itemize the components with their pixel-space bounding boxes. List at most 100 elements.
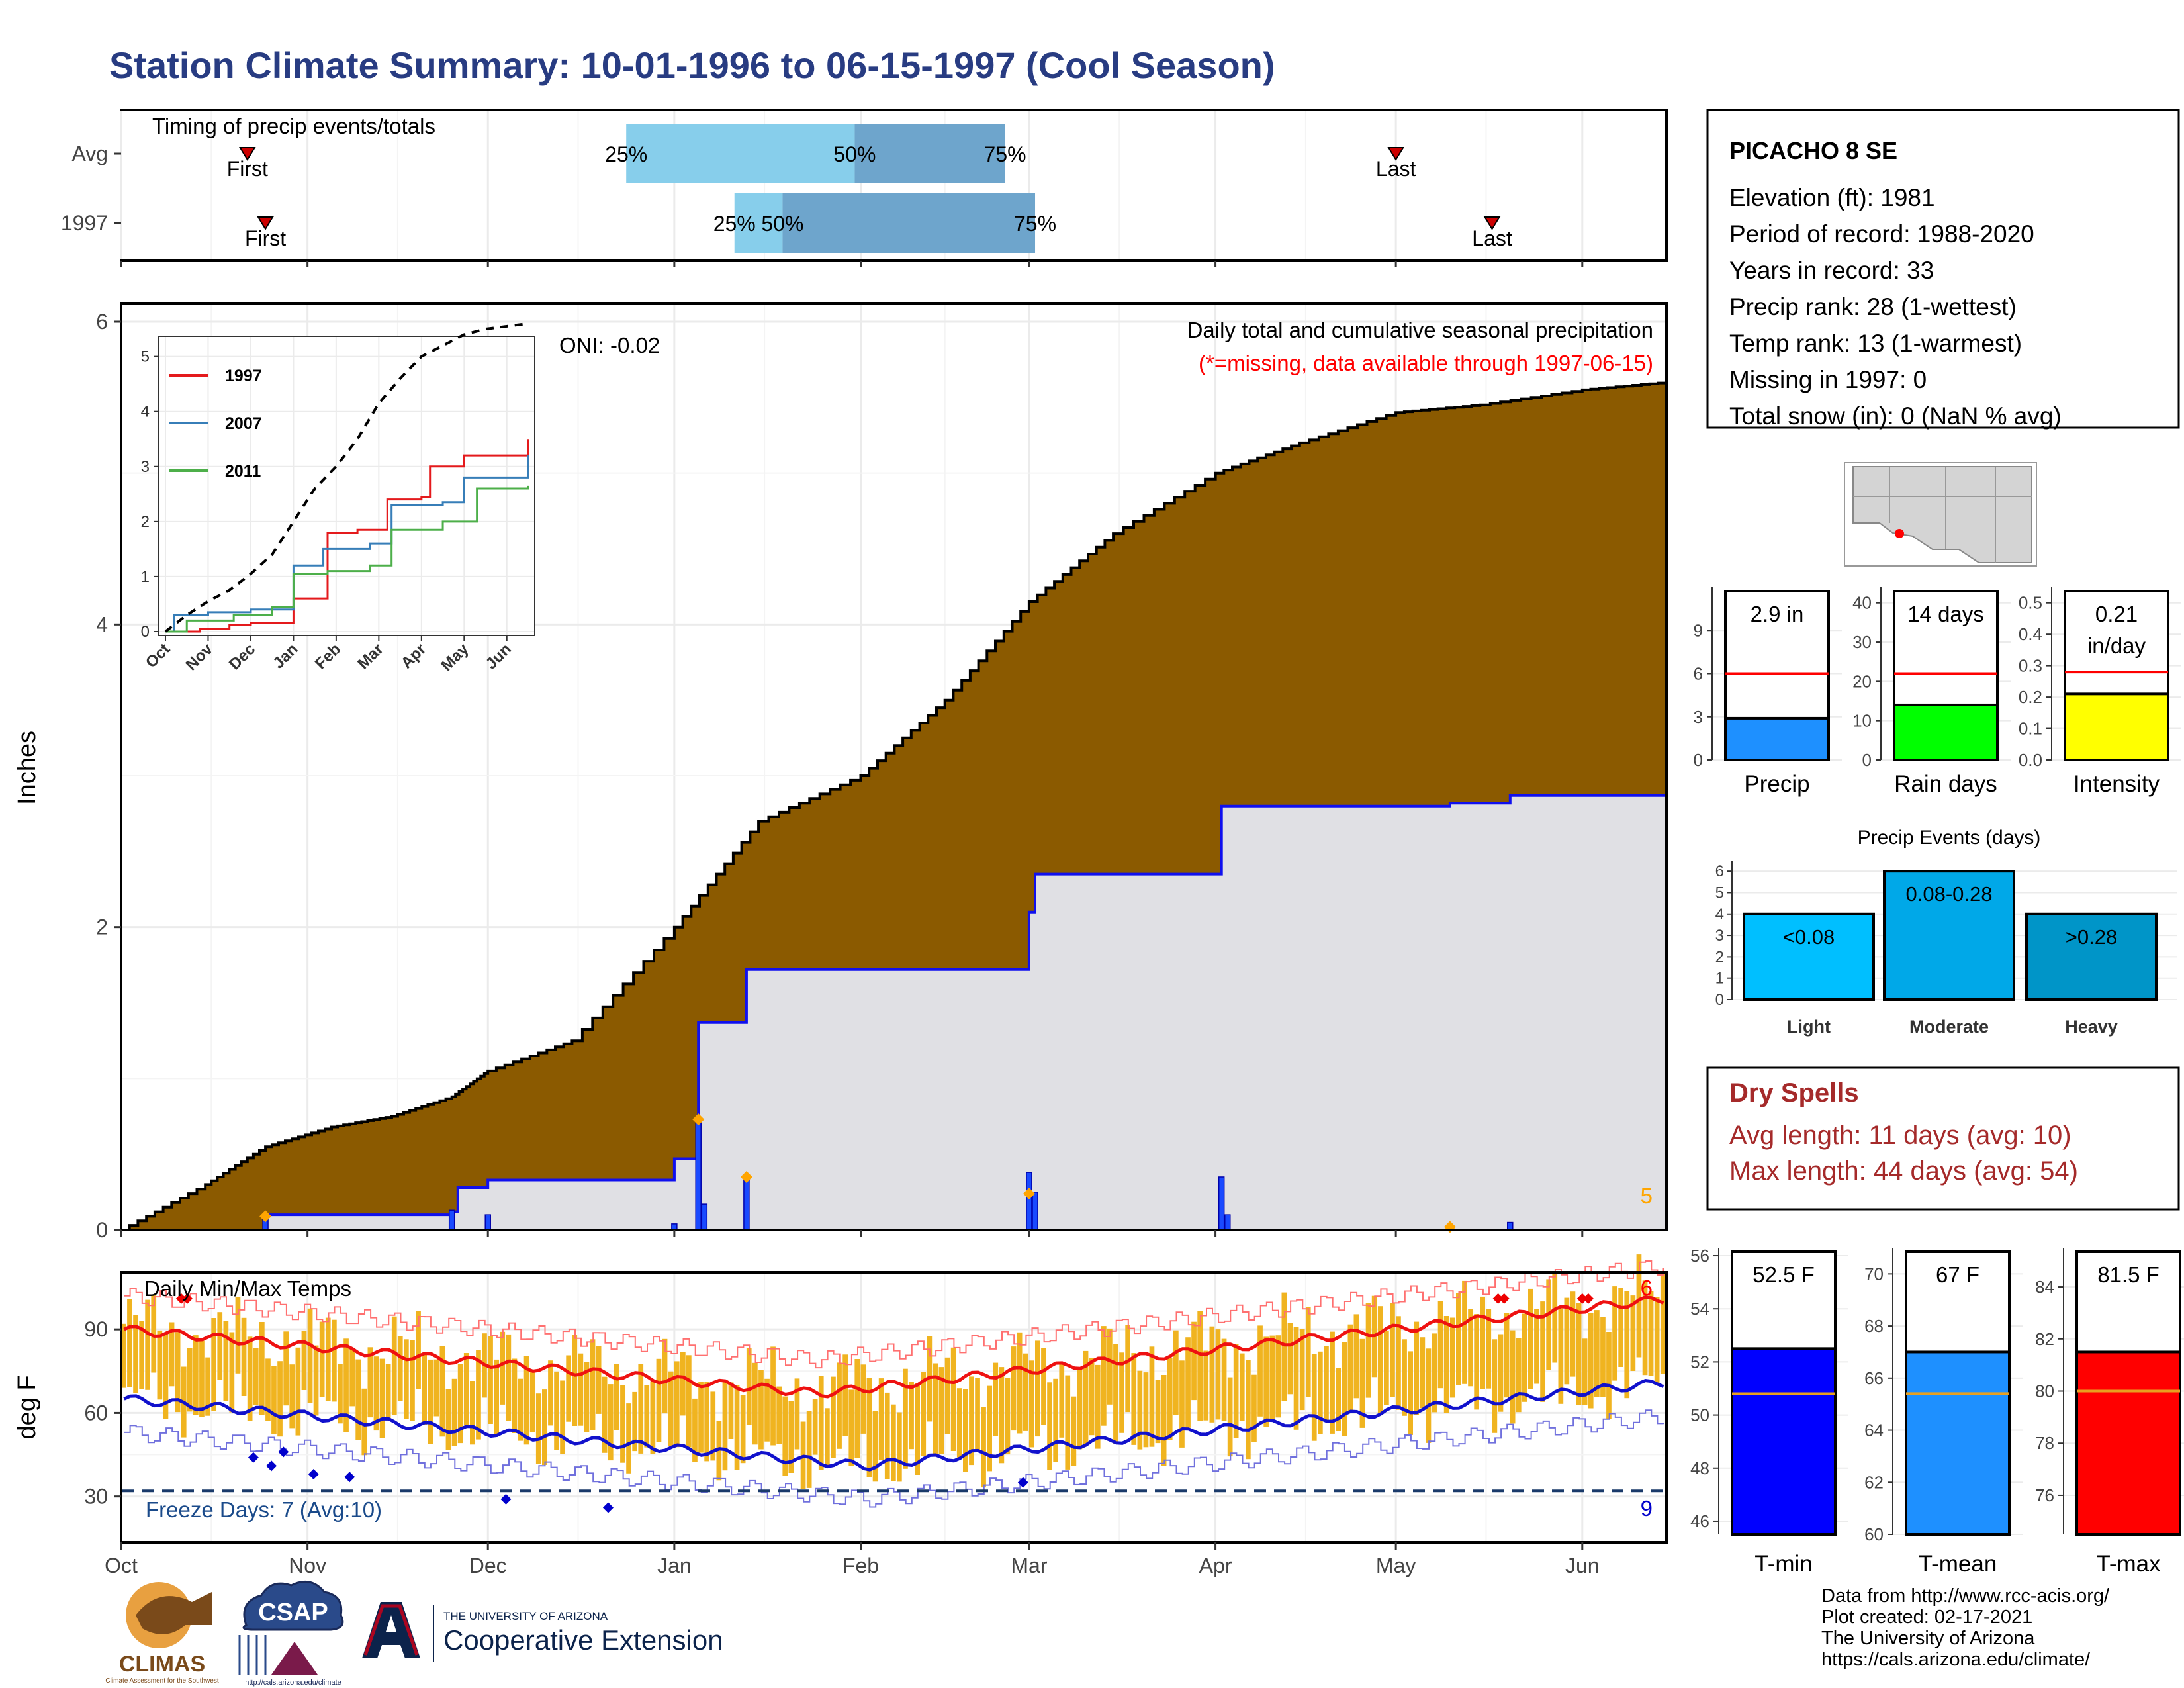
daily-temp-bar — [1347, 1324, 1353, 1412]
daily-temp-bar — [938, 1367, 944, 1454]
daily-temp-bar — [349, 1348, 355, 1407]
daily-temp-bar — [1263, 1336, 1269, 1427]
footer-line: Plot created: 02-17-2021 — [1821, 1607, 2032, 1628]
station-info-line: Period of record: 1988-2020 — [1729, 220, 2034, 248]
daily-temp-bar — [891, 1404, 896, 1481]
month-label: Jun — [1565, 1554, 1600, 1577]
daily-temp-bar — [1504, 1313, 1510, 1398]
daily-precip-bar — [1224, 1214, 1231, 1231]
precip-subtitle: (*=missing, data available through 1997-… — [1199, 351, 1653, 375]
daily-temp-bar — [884, 1392, 890, 1479]
ua-logo: THE UNIVERSITY OF ARIZONA Cooperative Ex… — [362, 1602, 723, 1662]
summary-y-label: 48 — [1690, 1458, 1709, 1478]
daily-temp-bar — [1540, 1301, 1545, 1402]
csap-wordmark: CSAP — [258, 1599, 328, 1626]
daily-temp-bar — [428, 1359, 433, 1444]
precip-y-tick-label: 4 — [96, 612, 108, 636]
precip-events-panel: Precip Events (days) 0 1 2 3 4 5 6 <0.08 Light 0.… — [1715, 827, 2177, 1037]
daily-temp-bar — [1155, 1380, 1161, 1444]
timing-label-first: First — [227, 157, 268, 181]
daily-temp-bar — [169, 1322, 175, 1387]
daily-temp-bar — [758, 1370, 764, 1450]
daily-temp-bar — [433, 1359, 439, 1417]
timing-label-last: Last — [1472, 226, 1512, 250]
summary-y-label: 80 — [2035, 1382, 2054, 1401]
precip-y-tick-label: 6 — [96, 310, 108, 334]
daily-temp-bar — [1384, 1331, 1389, 1405]
daily-temp-bar — [1486, 1309, 1492, 1389]
daily-temp-bar — [872, 1411, 878, 1482]
events-bar-label: <0.08 — [1783, 925, 1835, 949]
timing-marker-first — [257, 216, 274, 230]
daily-temp-bar — [878, 1378, 884, 1460]
summary-y-label: 0 — [1694, 750, 1703, 770]
timing-marker-first — [239, 147, 256, 161]
temp-panel: 30 60 90 deg F Daily Min/Max Temps Freeze … — [13, 1254, 1668, 1577]
daily-temp-bar — [410, 1340, 415, 1421]
events-bar — [1883, 870, 2015, 1001]
summary-bar — [1905, 1350, 2011, 1536]
daily-temp-bar — [825, 1408, 830, 1468]
station-info-line: Years in record: 33 — [1729, 257, 1934, 284]
daily-temp-bar — [391, 1316, 397, 1415]
inset-legend-label: 2007 — [225, 414, 262, 433]
summary-y-label: 9 — [1694, 620, 1703, 640]
daily-temp-bar — [397, 1336, 403, 1401]
daily-temp-bar — [837, 1362, 842, 1449]
summary-y-label: 10 — [1852, 711, 1872, 731]
ua-cooperative-extension: Cooperative Extension — [443, 1624, 723, 1656]
summary-bar — [1893, 703, 1999, 762]
summary-y-label: 82 — [2035, 1329, 2054, 1349]
ua-a-outline — [363, 1604, 419, 1656]
daily-temp-bar — [157, 1330, 163, 1400]
freeze-days-label: Freeze Days: 7 (Avg:10) — [146, 1497, 382, 1522]
daily-temp-bar — [1324, 1346, 1329, 1421]
daily-temp-bar — [379, 1358, 385, 1438]
daily-temp-bar — [1275, 1335, 1281, 1418]
daily-temp-bar — [921, 1372, 927, 1456]
daily-temp-bar — [451, 1378, 457, 1446]
daily-temp-bar — [1305, 1307, 1311, 1397]
summary-y-label: 0.5 — [2019, 593, 2042, 613]
daily-temp-bar — [343, 1338, 349, 1432]
precip-event-marker — [692, 1113, 705, 1126]
daily-temp-bar — [1059, 1364, 1065, 1438]
temp-y-tick-label: 90 — [84, 1317, 108, 1341]
summary-name: T-mean — [1919, 1551, 1997, 1577]
daily-temp-bar — [572, 1335, 578, 1426]
daily-temp-bar — [674, 1361, 680, 1448]
daily-temp-bar — [325, 1317, 331, 1401]
climas-subtitle: Climate Assessment for the Southwest — [105, 1677, 218, 1685]
map-land — [1852, 466, 2032, 563]
daily-temp-bar — [319, 1321, 325, 1397]
summary-name: T-min — [1754, 1551, 1813, 1577]
daily-temp-bar — [470, 1381, 475, 1445]
station-info-line: Precip rank: 28 (1-wettest) — [1729, 293, 2017, 320]
timing-marker-last — [1483, 216, 1501, 230]
daily-temp-bar — [1119, 1352, 1124, 1433]
station-name: PICACHO 8 SE — [1729, 137, 1897, 164]
daily-temp-bar — [1269, 1335, 1275, 1419]
daily-temp-bar — [463, 1353, 469, 1426]
inset-legend-label: 2011 — [225, 462, 261, 481]
daily-temp-bar — [422, 1352, 427, 1425]
tmin-record-line — [124, 1409, 1664, 1508]
tmax-average-line — [123, 1295, 1664, 1399]
daily-temp-bar — [1510, 1330, 1516, 1424]
daily-temp-bar — [1089, 1358, 1095, 1436]
month-label: Nov — [289, 1554, 326, 1577]
daily-temp-bar — [523, 1356, 529, 1445]
daily-temp-bar — [1564, 1297, 1570, 1385]
daily-temp-bar — [289, 1364, 295, 1429]
precip-event-marker — [740, 1170, 752, 1183]
timing-label-25: 25% — [713, 212, 756, 236]
daily-temp-bar — [1414, 1321, 1420, 1415]
daily-precip-bar — [1026, 1172, 1032, 1231]
daily-temp-bar — [987, 1385, 992, 1472]
daily-temp-bar — [909, 1382, 914, 1450]
daily-temp-bar — [1028, 1360, 1034, 1448]
daily-temp-bar — [367, 1347, 373, 1418]
daily-temp-bar — [1449, 1317, 1455, 1398]
daily-temp-bar — [1257, 1325, 1263, 1417]
daily-temp-bar — [1131, 1353, 1137, 1445]
